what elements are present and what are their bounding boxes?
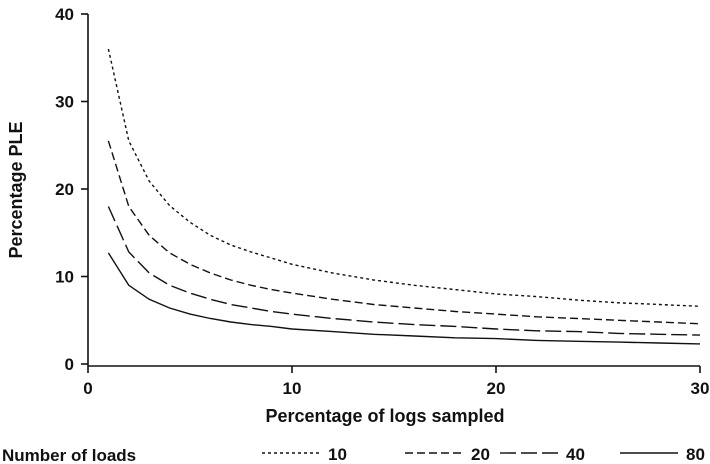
series-line-80 (107, 252, 701, 345)
y-axis-title: Percentage PLE (6, 121, 26, 258)
x-tick-label: 20 (487, 379, 506, 398)
series-line-10 (107, 48, 701, 307)
series-lines (107, 48, 701, 345)
y-tick-label: 20 (55, 180, 74, 199)
legend-label-40: 40 (566, 445, 585, 464)
legend-label-20: 20 (471, 445, 490, 464)
legend-title: Number of loads (2, 446, 136, 464)
legend-label-80: 80 (686, 445, 705, 464)
legend-label-10: 10 (328, 445, 347, 464)
series-line-40 (107, 206, 701, 336)
y-tick-label: 0 (65, 355, 74, 374)
y-ticks: 0 10 20 30 40 (55, 5, 88, 374)
y-tick-label: 30 (55, 93, 74, 112)
series-line-20 (107, 140, 701, 325)
legend-items: 10 20 40 80 (262, 445, 705, 464)
y-tick-label: 10 (55, 268, 74, 287)
y-tick-label: 40 (55, 5, 74, 24)
x-axis-title: Percentage of logs sampled (265, 406, 504, 426)
x-tick-label: 30 (691, 379, 710, 398)
x-tick-label: 10 (283, 379, 302, 398)
legend: Number of loads 10 20 40 80 (2, 445, 705, 464)
x-ticks: 0 10 20 30 (83, 366, 709, 398)
axes (87, 14, 700, 367)
x-tick-label: 0 (83, 379, 92, 398)
